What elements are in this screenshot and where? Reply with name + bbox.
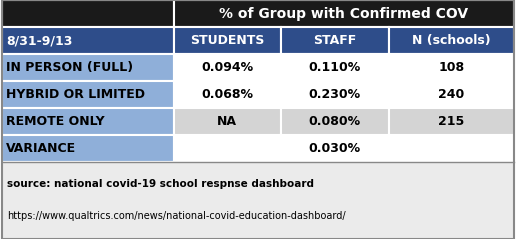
- Text: 0.068%: 0.068%: [201, 88, 253, 101]
- Bar: [2, 54, 173, 81]
- Bar: [389, 108, 514, 135]
- Bar: [2, 135, 173, 162]
- Text: NA: NA: [217, 115, 237, 128]
- Text: 240: 240: [438, 88, 464, 101]
- Bar: [281, 27, 389, 54]
- Text: STUDENTS: STUDENTS: [190, 34, 265, 47]
- Text: 0.110%: 0.110%: [309, 61, 361, 74]
- Bar: [2, 108, 173, 135]
- Bar: [389, 27, 514, 54]
- Bar: [2, 0, 173, 27]
- Text: 0.030%: 0.030%: [309, 142, 361, 155]
- Bar: [173, 54, 281, 81]
- Bar: [281, 54, 389, 81]
- Bar: [2, 162, 514, 239]
- Bar: [173, 135, 281, 162]
- Bar: [281, 81, 389, 108]
- Bar: [2, 81, 173, 108]
- Bar: [173, 27, 281, 54]
- Text: HYBRID OR LIMITED: HYBRID OR LIMITED: [6, 88, 145, 101]
- Bar: [173, 0, 514, 27]
- Bar: [281, 108, 389, 135]
- Text: IN PERSON (FULL): IN PERSON (FULL): [6, 61, 133, 74]
- Text: N (schools): N (schools): [412, 34, 491, 47]
- Text: REMOTE ONLY: REMOTE ONLY: [6, 115, 105, 128]
- Bar: [2, 27, 173, 54]
- Text: source: national covid-19 school respnse dashboard: source: national covid-19 school respnse…: [7, 179, 314, 189]
- Bar: [173, 108, 281, 135]
- Bar: [281, 135, 389, 162]
- Text: 215: 215: [438, 115, 464, 128]
- Text: https://www.qualtrics.com/news/national-covid-education-dashboard/: https://www.qualtrics.com/news/national-…: [7, 211, 346, 221]
- Bar: [389, 81, 514, 108]
- Text: 8/31-9/13: 8/31-9/13: [6, 34, 72, 47]
- Text: 0.080%: 0.080%: [309, 115, 361, 128]
- Text: 0.094%: 0.094%: [201, 61, 253, 74]
- Text: STAFF: STAFF: [313, 34, 357, 47]
- Bar: [389, 54, 514, 81]
- Text: 0.230%: 0.230%: [309, 88, 361, 101]
- Text: % of Group with Confirmed COV: % of Group with Confirmed COV: [219, 6, 469, 21]
- Text: 108: 108: [438, 61, 464, 74]
- Bar: [173, 81, 281, 108]
- Bar: [389, 135, 514, 162]
- Text: VARIANCE: VARIANCE: [6, 142, 76, 155]
